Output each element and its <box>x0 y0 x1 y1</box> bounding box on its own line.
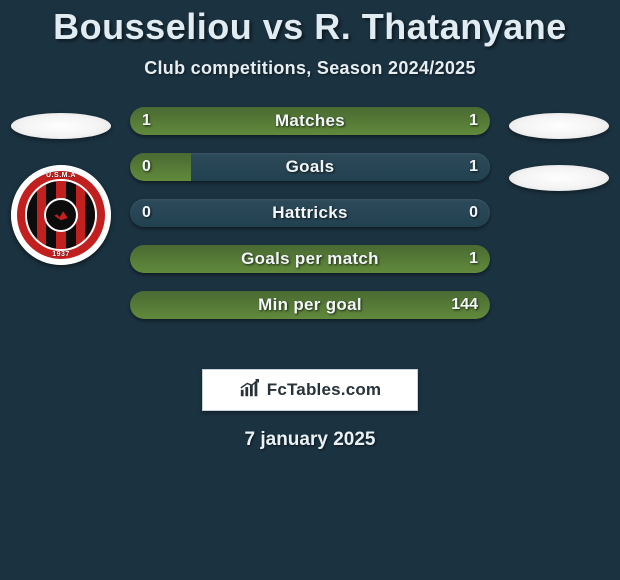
left-player-column: U.S.M.A 1937 <box>6 107 116 265</box>
page-title: Bousseliou vs R. Thatanyane <box>0 0 620 48</box>
brand-text: FcTables.com <box>267 380 382 400</box>
bar-label: Hattricks <box>130 199 490 227</box>
brand-box: FcTables.com <box>202 369 418 411</box>
badge-center-icon <box>44 198 78 232</box>
bar-value-right: 1 <box>457 153 490 181</box>
player-photo-placeholder <box>509 113 609 139</box>
stat-bar-row: 11Matches <box>130 107 490 135</box>
subtitle: Club competitions, Season 2024/2025 <box>0 58 620 79</box>
bar-value-right: 0 <box>457 199 490 227</box>
bar-value-left: 0 <box>130 199 163 227</box>
bar-value-left <box>130 245 154 273</box>
bar-value-right: 1 <box>457 245 490 273</box>
bar-value-left <box>130 291 154 319</box>
stat-bar-row: 01Goals <box>130 153 490 181</box>
growth-bars-icon <box>239 377 261 404</box>
bar-value-right: 144 <box>439 291 490 319</box>
bar-fill-left <box>130 291 490 319</box>
player-photo-placeholder <box>11 113 111 139</box>
bar-value-left: 0 <box>130 153 163 181</box>
stat-bar-row: 1Goals per match <box>130 245 490 273</box>
stat-bars: 11Matches01Goals00Hattricks1Goals per ma… <box>130 107 490 319</box>
club-badge-placeholder <box>509 165 609 191</box>
bar-value-right: 1 <box>457 107 490 135</box>
bar-value-left: 1 <box>130 107 163 135</box>
stat-bar-row: 0 0Hattricks <box>130 199 490 227</box>
date-line: 7 january 2025 <box>0 429 620 451</box>
badge-top-text: U.S.M.A <box>46 172 76 179</box>
bar-fill-left <box>130 245 490 273</box>
comparison-stage: U.S.M.A 1937 11Matches01Goals00Hattricks… <box>0 107 620 347</box>
badge-bottom-text: 1937 <box>52 251 70 258</box>
stat-bar-row: 144Min per goal <box>130 291 490 319</box>
club-badge-left: U.S.M.A 1937 <box>11 165 111 265</box>
right-player-column <box>504 107 614 191</box>
